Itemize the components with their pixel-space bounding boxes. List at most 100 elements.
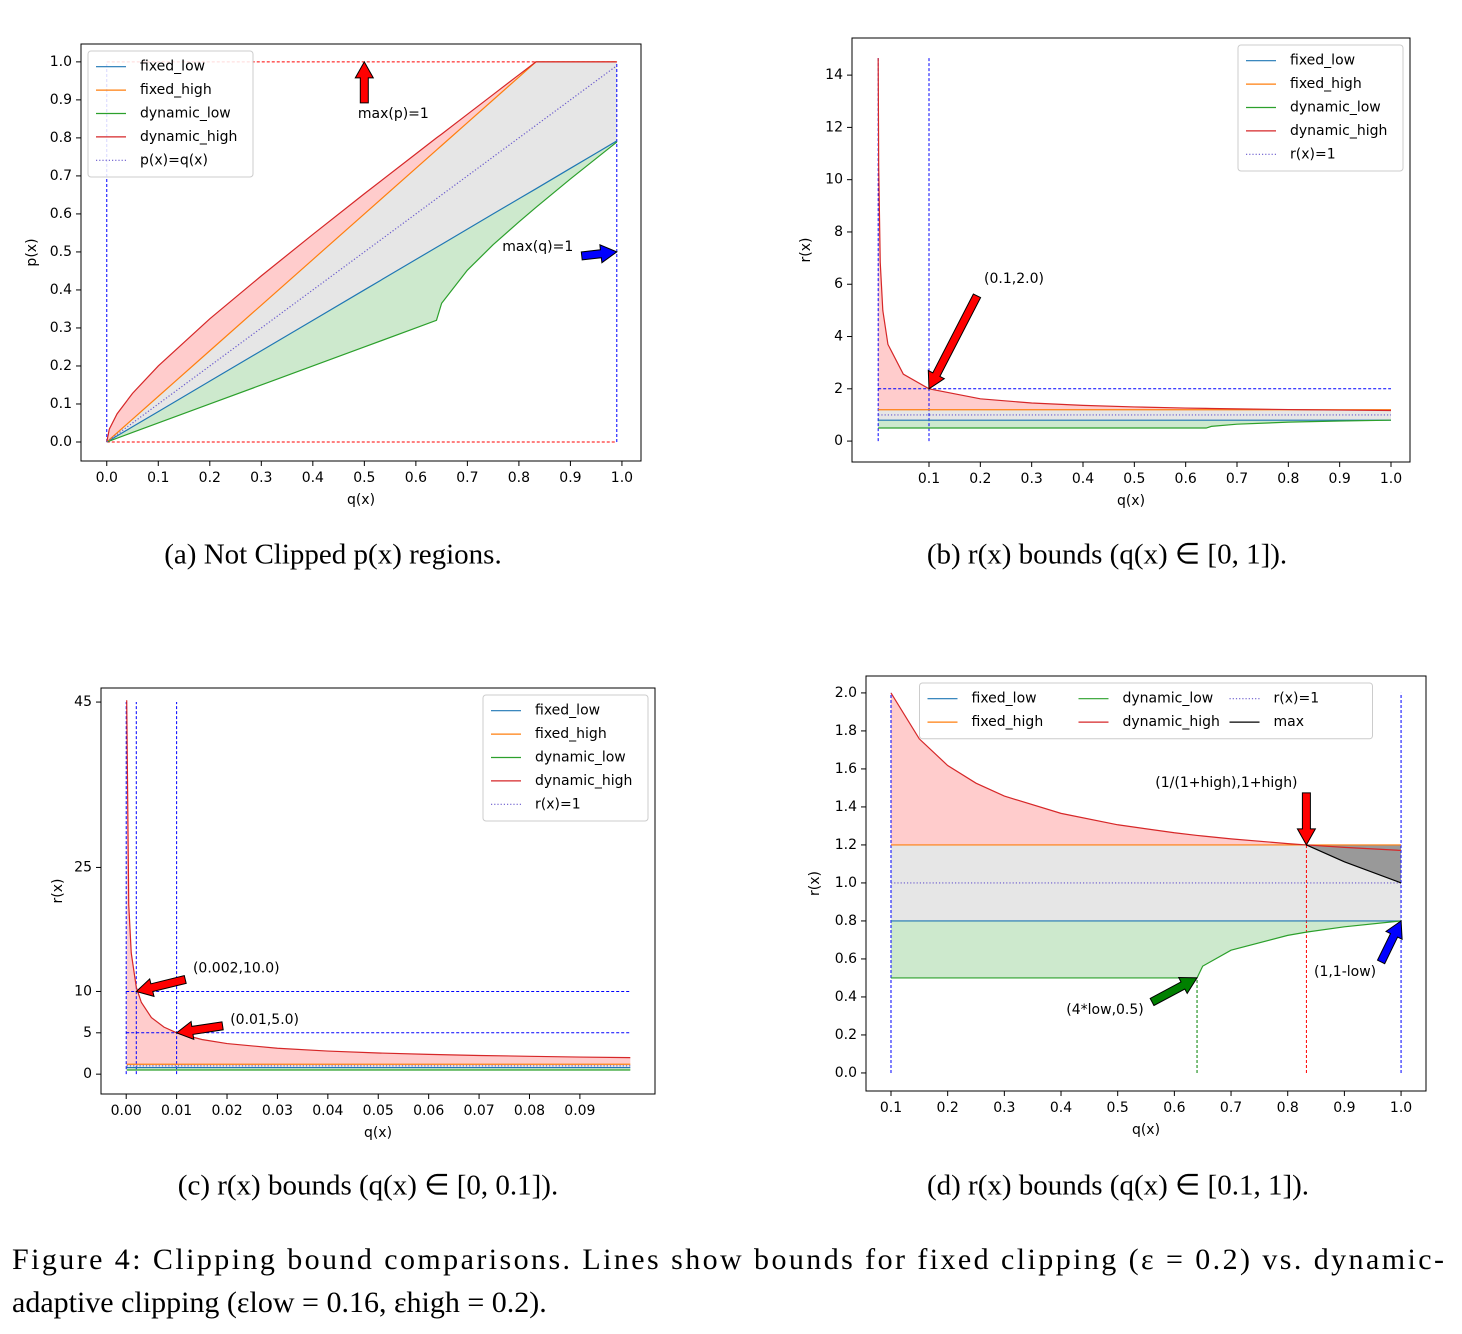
x-tick-label: 1.0 (1380, 471, 1402, 487)
y-tick-label: 14 (825, 67, 843, 83)
x-tick-label: 0.9 (1333, 1100, 1355, 1116)
x-tick-label: 0.09 (564, 1103, 595, 1119)
legend-label: dynamic_high (140, 129, 237, 145)
series-line (1306, 844, 1402, 884)
legend-label: fixed_high (140, 82, 212, 98)
plot-area (106, 61, 618, 443)
subplot: 0.0 0.1 0.2 0.3 0.4 0.5 0.6 0.7 0.8 0.9 1.0 0.0 0.1 0… (24, 43, 642, 571)
x-tick-label: 0.2 (969, 471, 991, 487)
annotation-arrow (1149, 976, 1198, 1007)
fill-region (890, 844, 1402, 921)
plot-area (125, 700, 631, 1075)
y-tick-label: 0.2 (835, 1027, 857, 1043)
subplot-caption: (c) r(x) bounds (q(x) ∈ [0, 0.1]). (178, 1170, 558, 1202)
y-axis-label: p(x) (24, 238, 40, 266)
figure-caption: Figure 4: Clipping bound comparisons. Li… (12, 1243, 1444, 1276)
series-line (106, 141, 618, 443)
x-tick-label: 0.4 (1050, 1100, 1072, 1116)
fill-region (126, 1067, 631, 1071)
x-tick-label: 0.5 (353, 470, 375, 486)
figure-caption: adaptive clipping (εlow = 0.16, εhigh = … (12, 1286, 547, 1319)
subplot-caption: (d) r(x) bounds (q(x) ∈ [0.1, 1]). (927, 1170, 1309, 1202)
axes-frame (851, 37, 1411, 463)
x-tick-label: 0.1 (147, 470, 169, 486)
y-tick-label: 25 (74, 859, 92, 875)
x-tick-label: 0.3 (993, 1100, 1015, 1116)
series-line (106, 61, 617, 443)
x-tick-label: 1.0 (1390, 1100, 1412, 1116)
legend-label: r(x)=1 (1274, 691, 1320, 707)
annotation-text: (1,1-low) (1314, 964, 1376, 980)
series-line (890, 692, 1402, 852)
x-axis-label: q(x) (364, 1125, 392, 1141)
y-tick-label: 1.4 (835, 799, 857, 815)
y-axis-label: r(x) (798, 238, 814, 263)
x-tick-label: 0.7 (1220, 1100, 1242, 1116)
annotation-text: (4*low,0.5) (1066, 1002, 1143, 1018)
annotation-text: max(q)=1 (502, 239, 573, 255)
x-tick-label: 0.02 (211, 1103, 242, 1119)
x-tick-label: 0.8 (1277, 471, 1299, 487)
x-tick-label: 1.0 (611, 470, 633, 486)
legend-label: dynamic_high (1123, 714, 1220, 730)
x-tick-label: 0.2 (937, 1100, 959, 1116)
y-tick-label: 1.8 (835, 723, 857, 739)
y-tick-label: 0.4 (835, 989, 857, 1005)
y-tick-label: 0.5 (50, 244, 72, 260)
fill-region (890, 692, 1402, 851)
y-tick-label: 1.0 (50, 54, 72, 70)
y-tick-label: 0.2 (50, 358, 72, 374)
x-tick-label: 0.6 (1175, 471, 1197, 487)
y-tick-label: 2.0 (835, 685, 857, 701)
legend-label: fixed_low (140, 59, 205, 75)
series-line (106, 140, 618, 443)
legend: fixed_low fixed_high dynamic_low dynamic_hi… (1237, 44, 1404, 172)
y-tick-label: 0.0 (835, 1065, 857, 1081)
y-axis-label: r(x) (50, 879, 66, 904)
x-tick-label: 0.5 (1107, 1100, 1129, 1116)
legend-label: dynamic_high (1290, 123, 1387, 139)
y-tick-label: 5 (83, 1025, 92, 1041)
x-tick-label: 0.05 (363, 1103, 394, 1119)
fill-region (878, 420, 1392, 429)
x-tick-label: 0.5 (1123, 471, 1145, 487)
legend: fixed_low fixed_high dynamic_low dynamic_hi… (87, 50, 254, 178)
annotation-text: (0.01,5.0) (230, 1012, 299, 1028)
y-tick-label: 8 (834, 224, 843, 240)
y-tick-label: 0.8 (50, 130, 72, 146)
x-axis-label: q(x) (1117, 493, 1145, 509)
y-tick-label: 0.3 (50, 320, 72, 336)
fill-region (890, 920, 1402, 978)
axes-frame (865, 675, 1427, 1092)
subplot: 0.00 0.01 0.02 0.03 0.04 0.05 0.06 0.07 0.08 0.09… (50, 687, 656, 1202)
y-tick-label: 0.8 (835, 913, 857, 929)
x-tick-label: 0.3 (250, 470, 272, 486)
legend-label: fixed_low (1290, 53, 1355, 69)
subplot: 0.1 0.2 0.3 0.4 0.5 0.6 0.7 0.8 0.9 1.0 0 2 4 6 8 10 12 1… (798, 37, 1411, 571)
y-tick-label: 1.0 (835, 875, 857, 891)
annotation-text: (0.1,2.0) (984, 271, 1044, 287)
x-tick-label: 0.03 (262, 1103, 293, 1119)
legend-box (1237, 44, 1404, 172)
y-tick-label: 10 (74, 983, 92, 999)
x-tick-label: 0.4 (302, 470, 324, 486)
x-tick-label: 0.6 (1163, 1100, 1185, 1116)
x-tick-label: 0.4 (1072, 471, 1094, 487)
legend-label: dynamic_low (140, 106, 231, 122)
x-tick-label: 0.9 (559, 470, 581, 486)
legend-label: dynamic_low (1290, 100, 1381, 116)
series-line (890, 920, 1402, 979)
subplot: 0.1 0.2 0.3 0.4 0.5 0.6 0.7 0.8 0.9 1.0 0.0 0.2 0.4 0… (807, 675, 1427, 1202)
annotation-text: max(p)=1 (358, 106, 429, 122)
annotation-arrow (927, 293, 982, 390)
y-tick-label: 0.1 (50, 396, 72, 412)
y-tick-label: 12 (825, 119, 843, 135)
x-tick-label: 0.07 (463, 1103, 494, 1119)
x-axis-label: q(x) (347, 492, 375, 508)
fill-region (106, 61, 617, 442)
annotation-text: (0.002,10.0) (193, 960, 280, 976)
legend-label: fixed_high (535, 726, 607, 742)
series-line (878, 419, 1392, 429)
x-tick-label: 0.1 (880, 1100, 902, 1116)
x-tick-label: 0.3 (1021, 471, 1043, 487)
